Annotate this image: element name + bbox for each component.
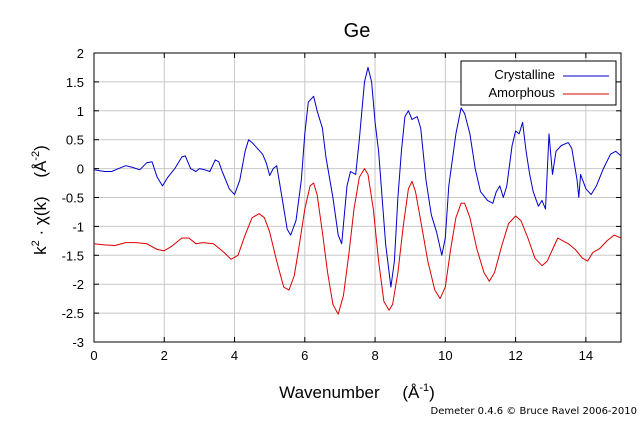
x-axis-title: Wavenumber (Å-1) [279,382,435,402]
x-axis-units-close: ) [429,383,435,402]
legend: Crystalline Amorphous [460,60,617,106]
x-tick-label: 6 [301,348,308,363]
y-axis-k-sup: 2 [30,240,42,246]
x-tick-labels: 0 2 4 6 8 10 12 14 [90,348,593,363]
chart-title: Ge [344,20,371,42]
y-tick-label: 0.5 [66,133,84,148]
y-axis-chi: · χ(k) [31,196,50,240]
x-tick-label: 0 [90,348,97,363]
series-line-crystalline [93,66,622,288]
grid [93,52,621,343]
y-tick-label: 2 [77,46,84,61]
y-axis-title: k2 · χ(k) (Å-2) [30,145,50,255]
legend-label-crystalline: Crystalline [494,67,555,82]
x-tick-label: 2 [161,348,168,363]
y-tick-label: -1.5 [62,248,84,263]
x-tick-label: 10 [438,348,452,363]
y-tick-label: 0 [77,162,84,177]
y-tick-labels: -3 -2.5 -2 -1.5 -1 -0.5 0 0.5 1 1.5 2 [62,46,84,350]
y-tick-label: -0.5 [62,191,84,206]
x-axis-units: (Å [402,383,420,402]
credit-text: Demeter 0.4.6 © Bruce Ravel 2006-2010 [431,406,637,417]
x-axis-units-sup: -1 [419,382,429,394]
y-axis-k: k [31,246,50,255]
y-tick-label: -2.5 [62,306,84,321]
x-axis-label: Wavenumber [279,383,380,402]
y-axis-units-close: ) [31,145,50,151]
axis-ticks [93,52,621,343]
legend-label-amorphous: Amorphous [489,85,556,100]
x-tick-label: 14 [579,348,593,363]
y-tick-label: 1 [77,104,84,119]
series-line-amorphous [93,168,622,315]
x-tick-label: 12 [508,348,522,363]
x-tick-label: 4 [231,348,238,363]
y-tick-label: -2 [72,277,84,292]
y-tick-label: 1.5 [66,75,84,90]
y-axis-units-sup: -2 [30,151,42,161]
svg-text:k2 · χ(k) (Å-2): k2 · χ(k) (Å-2) [30,145,50,255]
y-axis-units: (Å [31,160,50,178]
legend-box [460,60,617,106]
y-tick-label: -3 [72,335,84,350]
x-tick-label: 8 [371,348,378,363]
y-tick-label: -1 [72,219,84,234]
series-group [93,66,622,315]
